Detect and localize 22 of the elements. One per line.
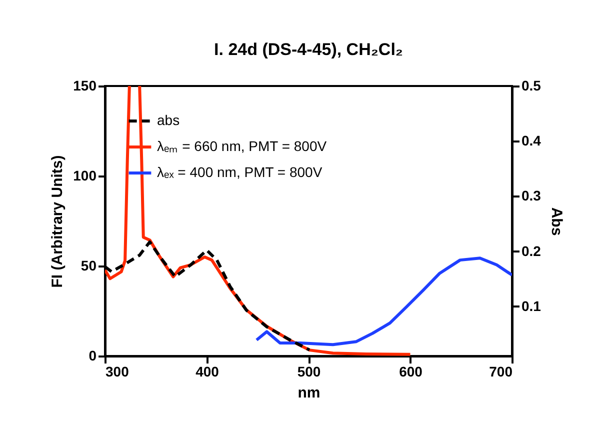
- x-tick-label: 500: [297, 364, 321, 380]
- y-tick-label: 150: [73, 78, 97, 94]
- x-axis-title: nm: [298, 384, 320, 402]
- legend-label: λₑₘ = 660 nm, PMT = 800V: [157, 138, 328, 154]
- line-series: [255, 256, 512, 346]
- x-tick-label: 300: [106, 364, 130, 380]
- x-tick-label: 600: [399, 364, 423, 380]
- y-tick-label: 0: [88, 348, 97, 364]
- x-tick-label: 400: [196, 364, 220, 380]
- y-tick-label: 50: [80, 258, 97, 274]
- x-tick-label: 700: [489, 364, 513, 380]
- y2-axis-title: Abs: [548, 207, 565, 236]
- y2-tick-label: 0.1: [522, 298, 542, 314]
- y-axis-title: FI (Arbitrary Units): [49, 155, 66, 288]
- y2-tick-label: 0.3: [522, 188, 542, 204]
- y-tick-label: 100: [73, 168, 97, 184]
- y2-tick-label: 0.2: [522, 242, 542, 259]
- chart-title: I. 24d (DS-4-45), CH₂Cl₂: [214, 40, 403, 59]
- legend-label: abs: [157, 112, 180, 128]
- legend-label: λₑₓ = 400 nm, PMT = 800V: [157, 164, 323, 180]
- y2-tick-label: 0.5: [522, 78, 542, 94]
- y2-tick-label: 0.4: [522, 132, 542, 149]
